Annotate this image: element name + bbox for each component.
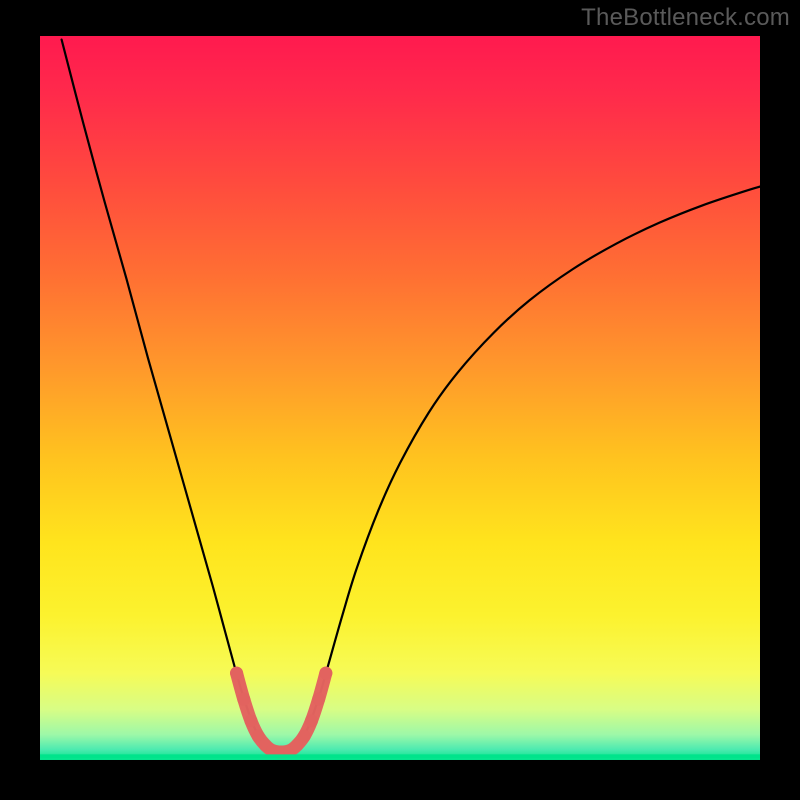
highlight-dot xyxy=(244,714,257,727)
chart-frame: TheBottleneck.com xyxy=(0,0,800,800)
highlight-dot xyxy=(319,667,332,680)
highlight-dot xyxy=(237,693,250,706)
highlight-dot xyxy=(305,714,318,727)
highlight-dot xyxy=(298,730,311,743)
watermark-text: TheBottleneck.com xyxy=(581,4,790,32)
highlight-dot xyxy=(312,693,325,706)
highlight-dot xyxy=(230,667,243,680)
plot-area xyxy=(40,36,760,760)
bottleneck-chart xyxy=(0,0,800,800)
gradient-background xyxy=(40,36,760,760)
